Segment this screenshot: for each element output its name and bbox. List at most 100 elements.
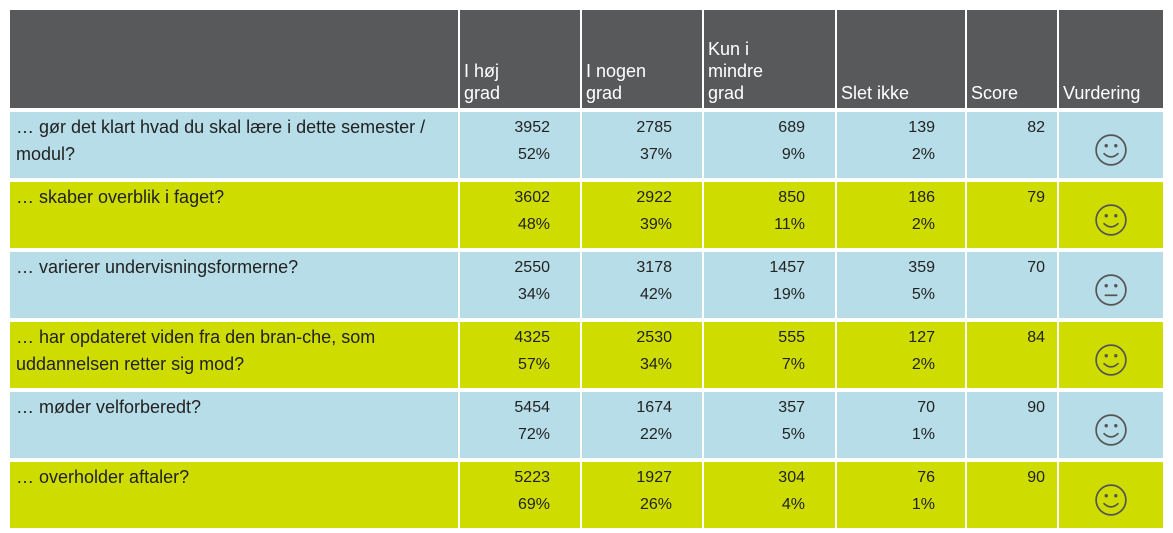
percent: 5% <box>781 426 805 443</box>
count: 359 <box>908 259 935 276</box>
question-cell: … har opdateret viden fra den bran-che, … <box>10 322 458 388</box>
count-cell: 139 2% <box>837 112 965 178</box>
count-cell: 4325 57% <box>460 322 580 388</box>
smiley <box>1095 274 1127 306</box>
percent: 22% <box>639 426 672 443</box>
count-cell: 850 11% <box>704 182 835 248</box>
question-cell: … gør det klart hvad du skal lære i dett… <box>10 112 458 178</box>
percent: 2% <box>911 216 935 233</box>
count: 1674 <box>636 399 672 416</box>
count-cell: 359 5% <box>837 252 965 318</box>
header-cell: Vurdering <box>1059 10 1163 108</box>
count-cell: 555 7% <box>704 322 835 388</box>
header-cell: Score <box>967 10 1057 108</box>
percent: 7% <box>781 356 805 373</box>
count: 1457 <box>769 259 805 276</box>
header-line: Slet ikke <box>841 83 910 103</box>
question-cell: … skaber overblik i faget? <box>10 182 458 248</box>
header-line: Score <box>971 83 1019 103</box>
percent: 39% <box>639 216 672 233</box>
count-cell: 1457 19% <box>704 252 835 318</box>
percent: 26% <box>639 496 672 513</box>
count-cell: 357 5% <box>704 392 835 458</box>
header-line: grad <box>586 83 623 103</box>
count-cell: 2922 39% <box>582 182 702 248</box>
percent: 69% <box>517 496 550 513</box>
percent: 52% <box>517 146 550 163</box>
question-cell: … møder velforberedt? <box>10 392 458 458</box>
percent: 2% <box>911 356 935 373</box>
count: 304 <box>778 469 805 486</box>
count: 1927 <box>636 469 672 486</box>
count-cell: 1674 22% <box>582 392 702 458</box>
percent: 42% <box>639 286 672 303</box>
score-cell: 90 <box>967 462 1057 528</box>
percent: 5% <box>911 286 935 303</box>
count-cell: 689 9% <box>704 112 835 178</box>
header-line: grad <box>464 83 501 103</box>
smiley <box>1095 414 1127 446</box>
count: 3178 <box>636 259 672 276</box>
header-line: Kun i <box>708 39 750 59</box>
percent: 72% <box>517 426 550 443</box>
count: 186 <box>908 189 935 206</box>
header-cell <box>10 10 458 108</box>
count-cell: 127 2% <box>837 322 965 388</box>
count: 5454 <box>514 399 550 416</box>
count-cell: 3178 42% <box>582 252 702 318</box>
count: 850 <box>778 189 805 206</box>
percent: 4% <box>781 496 805 513</box>
percent: 11% <box>774 216 805 233</box>
score-cell: 82 <box>967 112 1057 178</box>
rating-cell <box>1059 112 1163 178</box>
percent: 19% <box>772 286 805 303</box>
smiley <box>1095 484 1127 516</box>
count-cell: 70 1% <box>837 392 965 458</box>
count: 3602 <box>514 189 550 206</box>
count-cell: 2550 34% <box>460 252 580 318</box>
rating-cell <box>1059 252 1163 318</box>
count: 4325 <box>514 329 550 346</box>
count-cell: 3602 48% <box>460 182 580 248</box>
rating-cell <box>1059 392 1163 458</box>
count: 2530 <box>636 329 672 346</box>
header-cell: Slet ikke <box>837 10 965 108</box>
header-line: I nogen <box>586 61 647 81</box>
header-line: mindre <box>708 61 764 81</box>
rating-cell <box>1059 462 1163 528</box>
percent: 48% <box>517 216 550 233</box>
count-cell: 186 2% <box>837 182 965 248</box>
question-cell: … overholder aftaler? <box>10 462 458 528</box>
count-cell: 5454 72% <box>460 392 580 458</box>
smiley <box>1095 204 1127 236</box>
count: 2550 <box>514 259 550 276</box>
score-cell: 84 <box>967 322 1057 388</box>
count: 5223 <box>514 469 550 486</box>
score-cell: 79 <box>967 182 1057 248</box>
header-cell: Kun i mindre grad <box>704 10 835 108</box>
count: 2922 <box>636 189 672 206</box>
score-cell: 90 <box>967 392 1057 458</box>
percent: 34% <box>639 356 672 373</box>
smiley <box>1095 344 1127 376</box>
count-cell: 3952 52% <box>460 112 580 178</box>
count: 689 <box>778 119 805 136</box>
percent: 2% <box>911 146 935 163</box>
header-line: Vurdering <box>1063 83 1141 103</box>
percent: 9% <box>781 146 805 163</box>
count: 555 <box>778 329 805 346</box>
percent: 34% <box>517 286 550 303</box>
header-cell: I nogen grad <box>582 10 702 108</box>
score-cell: 70 <box>967 252 1057 318</box>
percent: 37% <box>639 146 672 163</box>
count: 70 <box>917 399 935 416</box>
count-cell: 1927 26% <box>582 462 702 528</box>
question-cell: … varierer undervisningsformerne? <box>10 252 458 318</box>
smiley <box>1095 134 1127 166</box>
rating-cell <box>1059 322 1163 388</box>
count-cell: 304 4% <box>704 462 835 528</box>
percent: 57% <box>517 356 550 373</box>
count-cell: 5223 69% <box>460 462 580 528</box>
count: 139 <box>908 119 935 136</box>
